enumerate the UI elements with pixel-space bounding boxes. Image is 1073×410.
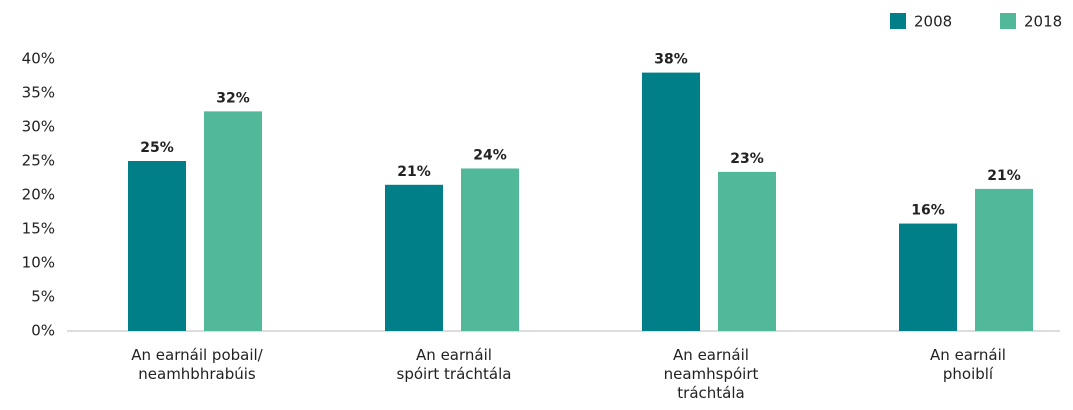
bar [899, 223, 957, 331]
legend-swatch [890, 13, 906, 29]
y-tick-label: 5% [31, 288, 55, 306]
y-tick-label: 20% [22, 186, 55, 204]
legend-label: 2008 [914, 13, 952, 31]
x-tick-label: An earnáil spóirt tráchtála [397, 346, 512, 383]
x-tick-label: An earnáil phoiblí [930, 346, 1006, 383]
value-label: 24% [473, 147, 507, 163]
bar [975, 188, 1033, 331]
legend-label: 2018 [1024, 13, 1062, 31]
value-label: 38% [654, 52, 688, 68]
x-tick-label: An earnáil neamhspóirt tráchtála [664, 346, 759, 402]
legend-swatch [1000, 13, 1016, 29]
x-tick-label: An earnáil pobail/neamhbhrabúis [131, 346, 263, 383]
y-tick-label: 40% [22, 50, 55, 68]
y-tick-label: 30% [22, 118, 55, 136]
value-label: 32% [216, 90, 250, 106]
bar [461, 168, 519, 331]
y-tick-label: 15% [22, 220, 55, 238]
bar [718, 171, 776, 331]
y-tick-label: 0% [31, 322, 55, 340]
value-label: 21% [987, 168, 1021, 184]
value-label: 23% [730, 151, 764, 167]
y-tick-label: 25% [22, 152, 55, 170]
bar [128, 161, 186, 331]
bar [642, 72, 700, 331]
value-label: 16% [911, 203, 945, 219]
y-tick-label: 10% [22, 254, 55, 272]
y-tick-label: 35% [22, 84, 55, 102]
value-label: 25% [140, 140, 174, 156]
bar [385, 184, 443, 331]
bar [204, 111, 262, 331]
value-label: 21% [397, 164, 431, 180]
